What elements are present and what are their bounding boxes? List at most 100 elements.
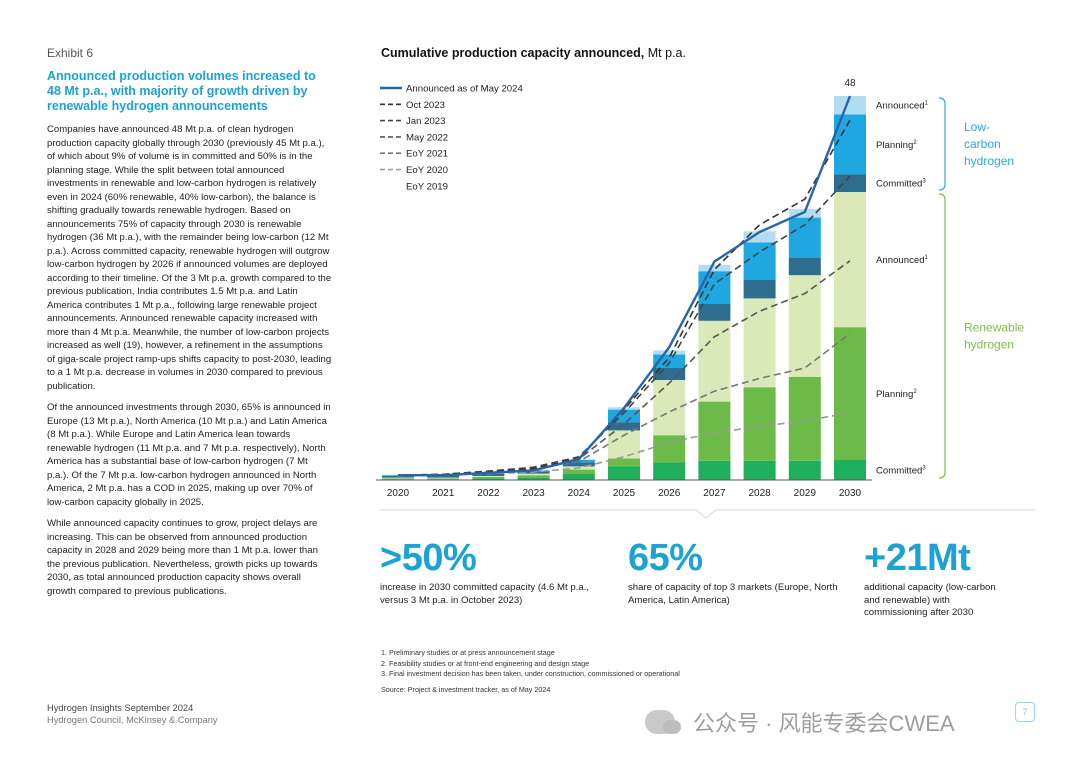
- bar-2030-announced-lowcarbon: [834, 96, 866, 115]
- footer-authors: Hydrogen Council, McKinsey & Company: [47, 715, 218, 725]
- stat-1: >50% increase in 2030 committed capacity…: [380, 536, 595, 607]
- stage-label-footnote-mark: 1: [925, 255, 929, 261]
- x-tick-label: 2030: [839, 488, 862, 499]
- bracket-renewable: [938, 193, 946, 479]
- bar-2030-committed-lowcarbon: [834, 174, 866, 192]
- bracket-lowcarbon: [938, 97, 946, 191]
- bar-2022-committed-lowcarbon: [472, 473, 505, 476]
- bar-2028-committed-lowcarbon: [743, 280, 776, 299]
- bar-2027-committed-lowcarbon: [698, 304, 731, 321]
- bar-2030-announced-renewable: [834, 192, 866, 328]
- text-column: Exhibit 6 Announced production volumes i…: [47, 46, 332, 606]
- bar-2029-committed-lowcarbon: [788, 257, 821, 276]
- legend-label: Oct 2023: [406, 100, 445, 111]
- bar-2027-planning-lowcarbon: [698, 271, 731, 304]
- bar-2025-committed-renewable: [608, 466, 640, 480]
- bar-2027-announced-renewable: [698, 320, 731, 402]
- stat-1-text: increase in 2030 committed capacity (4.6…: [380, 582, 590, 606]
- legend-label: EoY 2021: [406, 149, 448, 160]
- bar-2030-planning-renewable: [834, 327, 866, 460]
- group-label-lowcarbon: carbon: [964, 137, 1001, 151]
- source-note: Source: Project & investment tracker, as…: [381, 684, 551, 694]
- bar-2029-committed-renewable: [788, 460, 821, 480]
- x-tick-label: 2020: [387, 488, 410, 499]
- x-tick-label: 2021: [432, 488, 455, 499]
- bar-2023-announced-renewable: [517, 473, 550, 476]
- watermark-text: 公众号 · 风能专委会CWEA: [693, 711, 955, 736]
- bar-2021-planning-renewable: [427, 478, 460, 480]
- footnote-1: 1. Preliminary studies or at press annou…: [381, 648, 555, 657]
- bar-2026-committed-renewable: [653, 462, 686, 480]
- bar-2028-planning-lowcarbon: [743, 242, 776, 280]
- footer-publication: Hydrogen Insights September 2024: [47, 703, 194, 713]
- stat-3: +21Mt additional capacity (low-carbon an…: [864, 536, 1014, 620]
- bar-2026-announced-renewable: [653, 380, 686, 436]
- x-tick-label: 2025: [613, 488, 636, 499]
- chart-title-main: Cumulative production capacity announced…: [381, 46, 645, 60]
- bar-2022-committed-renewable: [472, 478, 505, 480]
- footnote-3: 3. Final investment decision has been ta…: [381, 669, 680, 678]
- footnote-2: 2. Feasibility studies or at front-end e…: [381, 658, 590, 668]
- legend-label: EoY 2019: [406, 181, 448, 192]
- stage-label-footnote-mark: 3: [922, 179, 926, 185]
- bar-2027-committed-renewable: [698, 460, 731, 480]
- legend-label: Announced as of May 2024: [406, 84, 523, 95]
- x-tick-label: 2029: [794, 488, 817, 499]
- x-tick-label: 2023: [522, 488, 545, 499]
- legend-label: Jan 2023: [406, 116, 445, 127]
- stat-3-text: additional capacity (low-carbon and rene…: [864, 582, 996, 618]
- bar-2022-planning-renewable: [472, 476, 505, 479]
- legend-label: May 2022: [406, 132, 448, 143]
- bar-2030-committed-renewable: [834, 460, 866, 480]
- bar-2028-announced-lowcarbon: [743, 231, 776, 243]
- group-label-lowcarbon: hydrogen: [964, 154, 1014, 168]
- group-label-lowcarbon: Low-: [964, 120, 990, 134]
- stat-2-value: 65%: [628, 537, 703, 579]
- stage-label: Committed3: [876, 466, 926, 477]
- stage-label: Planning2: [876, 389, 917, 400]
- stage-label: Announced1: [876, 101, 929, 112]
- x-tick-label: 2027: [703, 488, 726, 499]
- line-eoy-2021: [397, 332, 851, 476]
- bar-2020-planning-renewable: [382, 478, 414, 480]
- bar-2028-planning-renewable: [743, 387, 776, 461]
- capacity-chart: 2020 2021 2022 2023 2024 2025 2026 2027 2028 2029…: [376, 78, 1035, 519]
- stage-label-footnote-mark: 1: [925, 101, 929, 107]
- stage-label-footnote-mark: 2: [913, 389, 917, 395]
- total-2030-label: 48: [844, 78, 856, 89]
- stat-3-value: +21Mt: [864, 537, 971, 579]
- line-announced-as-of-may-2024: [398, 95, 852, 477]
- chart-title-unit: Mt p.a.: [644, 46, 686, 60]
- bar-2026-announced-lowcarbon: [653, 350, 686, 355]
- stage-label-footnote-mark: 2: [913, 140, 917, 146]
- wechat-icon: [645, 710, 681, 734]
- bar-2020-committed-lowcarbon: [382, 476, 414, 478]
- bar-2029-planning-lowcarbon: [788, 217, 821, 258]
- stage-label: Committed3: [876, 179, 926, 190]
- bar-2023-committed-renewable: [517, 477, 550, 480]
- bar-2024-planning-renewable: [562, 469, 595, 474]
- bar-2027-announced-lowcarbon: [698, 264, 731, 272]
- footnotes: 1. Preliminary studies or at press annou…: [381, 648, 680, 695]
- bar-2029-announced-renewable: [788, 275, 821, 377]
- stage-label-footnote-mark: 3: [922, 466, 926, 472]
- stat-2-text: share of capacity of top 3 markets (Euro…: [628, 582, 838, 606]
- stat-2: 65% share of capacity of top 3 markets (…: [628, 536, 838, 607]
- stat-1-value: >50%: [380, 537, 477, 579]
- footer: Hydrogen Insights September 2024 Hydroge…: [47, 702, 218, 726]
- x-tick-label: 2024: [568, 488, 591, 499]
- exhibit-label: Exhibit 6: [47, 46, 94, 60]
- x-tick-label: 2026: [658, 488, 681, 499]
- line-may-2022: [397, 260, 851, 476]
- chart-title: Cumulative production capacity announced…: [381, 46, 686, 60]
- bar-2028-announced-renewable: [743, 298, 776, 388]
- stage-label: Announced1: [876, 255, 929, 266]
- bar-2025-committed-lowcarbon: [608, 422, 640, 431]
- x-tick-label: 2028: [748, 488, 771, 499]
- bar-2028-committed-renewable: [743, 460, 776, 480]
- group-label-renewable: hydrogen: [964, 338, 1014, 352]
- bar-2021-announced-renewable: [427, 477, 460, 479]
- bar-2023-planning-renewable: [517, 475, 550, 478]
- bar-2022-announced-renewable: [472, 476, 505, 477]
- bar-2024-committed-lowcarbon: [562, 462, 595, 467]
